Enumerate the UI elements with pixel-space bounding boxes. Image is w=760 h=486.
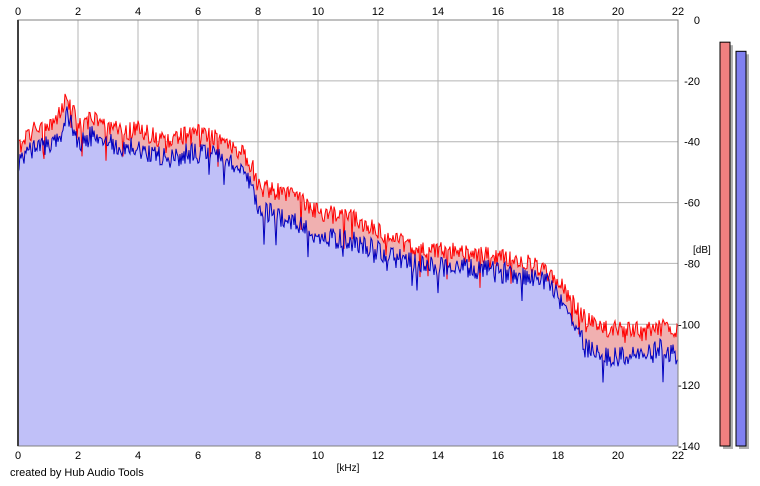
x-tick-label-top: 14 [432,6,444,18]
x-tick-label-top: 18 [552,6,564,18]
y-tick-label: -100 [678,319,700,331]
level-meter-bar [735,50,747,447]
y-tick-label: -140 [678,441,700,453]
x-tick-label-top: 8 [255,6,261,18]
series-lines [17,93,679,383]
x-tick-label-top: 12 [372,6,384,18]
y-axis-label: [dB] [693,245,711,256]
y-tick-label: 0 [694,15,700,27]
x-tick-label-bottom: 22 [672,450,684,462]
x-tick-label-top: 16 [492,6,504,18]
x-tick-label-top: 6 [195,6,201,18]
y-tick-label: -120 [678,380,700,392]
x-tick-label-bottom: 0 [15,450,21,462]
x-tick-label-bottom: 16 [492,450,504,462]
x-tick-label-bottom: 6 [195,450,201,462]
x-tick-label-bottom: 2 [75,450,81,462]
x-tick-label-top: 0 [15,6,21,18]
y-tick-labels: 0 -20 -40 -60 -80 -100 -120 -140 [678,15,700,453]
x-tick-label-bottom: 20 [612,450,624,462]
plot-frame [17,19,679,447]
series-1-line [17,106,679,383]
y-tick-label: -20 [684,76,700,88]
x-tick-label-top: 10 [312,6,324,18]
x-tick-label-top: 4 [135,6,141,18]
level-meters [719,41,749,450]
x-tick-label-bottom: 14 [432,450,444,462]
y-tick-label: -80 [684,258,700,270]
y-tick-label: -60 [684,198,700,210]
x-tick-label-top: 2 [75,6,81,18]
series-0-line [17,93,679,343]
series-1-area [18,106,678,446]
x-tick-label-top: 22 [672,6,684,18]
x-tick-label-bottom: 10 [312,450,324,462]
series-areas [18,93,678,447]
x-tick-label-bottom: 4 [135,450,141,462]
x-tick-labels-bottom: 0 2 4 6 8 10 12 14 16 18 20 22 [15,450,684,462]
x-tick-labels-top: 0 2 4 6 8 10 12 14 16 18 20 22 [15,6,684,18]
credit-text: created by Hub Audio Tools [10,467,144,479]
x-tick-label-bottom: 12 [372,450,384,462]
x-tick-label-bottom: 18 [552,450,564,462]
x-tick-label-bottom: 8 [255,450,261,462]
x-axis-label: [kHz] [337,463,360,474]
level-meter-bar [719,41,731,447]
x-tick-label-top: 20 [612,6,624,18]
y-tick-label: -40 [684,137,700,149]
